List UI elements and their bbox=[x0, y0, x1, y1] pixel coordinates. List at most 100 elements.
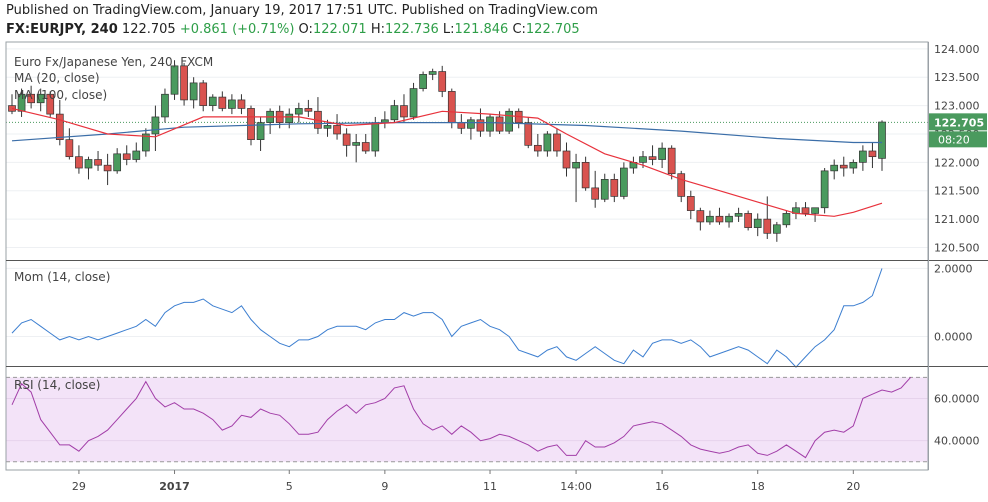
mom-line bbox=[11, 268, 883, 368]
candle-body bbox=[620, 167, 628, 197]
price-tick-label: 122.000 bbox=[934, 156, 980, 169]
candle-body bbox=[839, 164, 848, 169]
candle-body bbox=[782, 213, 791, 226]
last-price-tag bbox=[929, 113, 987, 131]
mom-panel-title: Mom (14, close) bbox=[14, 270, 111, 284]
last-price-tag-label: 122.705 bbox=[934, 116, 984, 129]
candle-body bbox=[849, 162, 858, 169]
mom-tick-label: 2.0000 bbox=[934, 262, 973, 275]
candle-body bbox=[486, 116, 494, 132]
close-value: 122.705 bbox=[525, 22, 580, 37]
candle-body bbox=[533, 144, 542, 152]
candle-body bbox=[46, 93, 55, 115]
x-tick-label: 29 bbox=[72, 480, 86, 493]
candle-body bbox=[75, 156, 83, 169]
candle-body bbox=[36, 93, 45, 104]
candle-body bbox=[686, 196, 695, 211]
candle-body bbox=[667, 147, 676, 175]
candle-body bbox=[744, 213, 753, 228]
countdown-tag-label: 08:20 bbox=[938, 133, 970, 146]
candle-body bbox=[342, 133, 351, 146]
price-panel[interactable] bbox=[6, 48, 928, 248]
candle-body bbox=[562, 150, 571, 169]
candle-body bbox=[428, 71, 437, 75]
symbol-label[interactable]: FX:EURJPY, 240 bbox=[6, 22, 118, 37]
momentum-panel[interactable] bbox=[6, 267, 928, 368]
close-label: C: bbox=[512, 22, 526, 37]
candle-body bbox=[725, 215, 733, 223]
x-tick-label: 18 bbox=[751, 480, 765, 493]
published-header: Published on TradingView.com, January 19… bbox=[6, 3, 598, 18]
candle-body bbox=[505, 110, 513, 132]
rsi-panel[interactable] bbox=[6, 376, 928, 463]
candle-body bbox=[55, 113, 64, 140]
candle-body bbox=[524, 122, 533, 146]
candle-body bbox=[65, 139, 74, 158]
candle-body bbox=[639, 156, 647, 163]
candle-body bbox=[333, 125, 341, 135]
candle-body bbox=[610, 179, 619, 197]
candle-body bbox=[820, 170, 829, 209]
candle-body bbox=[572, 162, 580, 169]
candle-body bbox=[189, 82, 198, 101]
candle-body bbox=[600, 179, 609, 200]
open-value: 122.071 bbox=[312, 22, 367, 37]
rsi-panel-title: RSI (14, close) bbox=[14, 378, 101, 392]
x-tick-label: 14:00 bbox=[560, 480, 592, 493]
candle-body bbox=[228, 99, 236, 109]
rsi-band bbox=[6, 377, 928, 462]
low-label: L: bbox=[442, 22, 455, 37]
candle-body bbox=[409, 88, 418, 118]
rsi-tick-label: 60.0000 bbox=[934, 392, 980, 405]
candle-body bbox=[103, 164, 112, 172]
x-tick-label: 16 bbox=[655, 480, 669, 493]
ma20-line bbox=[11, 107, 883, 217]
change-label: +0.861 (+0.71%) bbox=[179, 22, 295, 37]
candle-body bbox=[285, 113, 294, 123]
candle-body bbox=[122, 153, 131, 160]
candle-body bbox=[830, 164, 839, 172]
ma100-line bbox=[11, 122, 882, 144]
candle-body bbox=[94, 159, 102, 166]
candle-body bbox=[237, 99, 246, 109]
candle-body bbox=[132, 150, 141, 160]
candle-body bbox=[151, 116, 160, 135]
rsi-line bbox=[11, 376, 912, 459]
candle-body bbox=[753, 218, 762, 228]
candle-body bbox=[141, 133, 150, 152]
price-tick-label: 123.500 bbox=[934, 71, 980, 84]
rsi-tick-label: 40.0000 bbox=[934, 435, 980, 448]
candle-body bbox=[677, 173, 686, 197]
candle-body bbox=[247, 108, 255, 140]
candle-body bbox=[113, 153, 122, 172]
symbol-info-bar: FX:EURJPY, 240 122.705 +0.861 (+0.71%) O… bbox=[6, 22, 580, 37]
candle-body bbox=[467, 119, 475, 129]
high-label: H: bbox=[370, 22, 385, 37]
candle-body bbox=[591, 187, 600, 200]
candle-body bbox=[294, 108, 303, 115]
ma20-legend: MA (20, close) bbox=[14, 71, 100, 85]
x-tick-label: 5 bbox=[286, 480, 293, 493]
x-tick-label: 11 bbox=[483, 480, 497, 493]
candle-body bbox=[476, 119, 485, 132]
candle-body bbox=[801, 207, 810, 214]
candle-body bbox=[218, 96, 227, 109]
candle-body bbox=[447, 91, 456, 123]
price-tick-label: 123.000 bbox=[934, 100, 980, 113]
candle-body bbox=[161, 93, 169, 118]
candle-body bbox=[438, 71, 447, 92]
candle-body bbox=[543, 133, 552, 152]
candle-body bbox=[256, 122, 265, 140]
candle-body bbox=[170, 65, 179, 95]
low-value: 121.846 bbox=[454, 22, 509, 37]
last-price: 122.705 bbox=[121, 22, 176, 37]
candle-body bbox=[696, 210, 705, 223]
candle-body bbox=[352, 142, 361, 146]
candle-body bbox=[763, 218, 772, 234]
candle-body bbox=[27, 93, 35, 104]
price-tick-label: 121.000 bbox=[934, 213, 980, 226]
countdown-tag bbox=[929, 131, 987, 148]
candle-body bbox=[199, 82, 208, 106]
candle-body bbox=[658, 147, 666, 160]
